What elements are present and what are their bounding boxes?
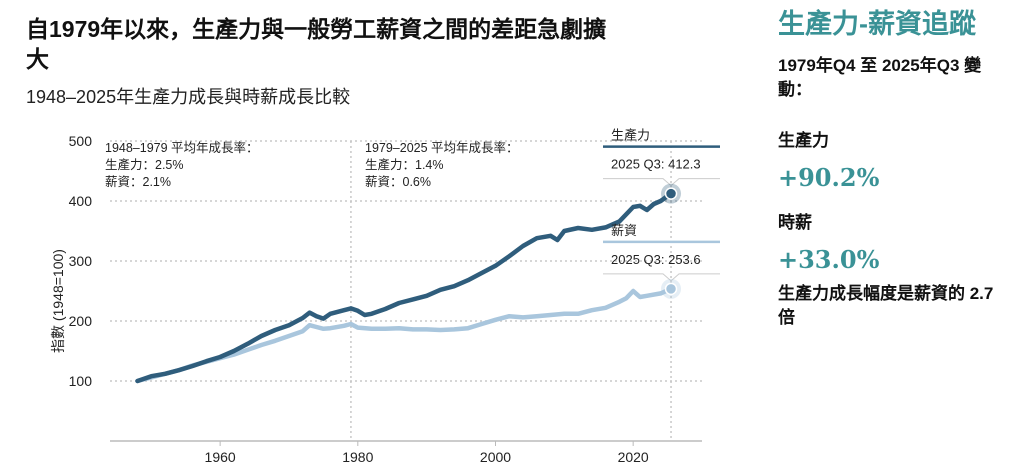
callout-value: 2025 Q3: 412.3 [611,157,701,172]
line-chart: 100 200 300 400 500 1960 1980 2000 2020 指數 (194… [50,128,720,465]
x-tick-label: 1980 [342,449,373,465]
wage-line [135,286,674,384]
callout-pointer [603,178,720,187]
x-axis: 1960 1980 2000 2020 [110,440,702,465]
annotation-text: 生產力：2.5% [105,157,184,172]
annotation-text: 1948–1979 平均年成長率： [105,140,259,155]
x-tick-label: 2020 [618,449,649,465]
endpoint-marker [664,282,678,296]
y-tick-labels: 100 200 300 400 500 [69,133,93,389]
sidebar-period: 1979年Q4 至 2025年Q3 變動： [778,56,982,99]
x-tick-label: 2000 [480,449,511,465]
annotation-text: 薪資：0.6% [365,175,431,189]
productivity-label: 生產力 [778,131,829,150]
wage-change: +33.0% [778,245,880,274]
page-subtitle: 1948–2025年生產力成長與時薪成長比較 [26,87,351,107]
ratio-note: 生產力成長幅度是薪資的 2.7倍 [778,284,994,327]
annotation-text: 薪資：2.1% [105,175,171,189]
callout-label: 生產力 [611,128,650,143]
endpoint-marker [664,187,678,200]
page-title: 自1979年以來，生產力與一般勞工薪資之間的差距急劇擴大 [26,16,607,72]
annotations: 1948–1979 平均年成長率： 生產力：2.5% 薪資：2.1% 1979–202… [105,140,519,189]
callouts: 生產力 2025 Q3: 412.3 薪資 2025 Q3: 253.6 [603,128,720,299]
y-tick-label: 100 [69,373,93,389]
sidebar-title: 生產力-薪資追蹤 [778,9,976,39]
annotation-text: 1979–2025 平均年成長率： [365,140,519,155]
productivity-change: +90.2% [778,163,880,192]
annotation-text: 生產力：1.4% [365,157,444,172]
sidebar: 生產力-薪資追蹤 1979年Q4 至 2025年Q3 變動： 生產力 +90.2… [778,6,1008,330]
y-tick-label: 400 [69,193,93,209]
y-tick-label: 500 [69,133,93,149]
y-axis-label: 指數 (1948=100) [50,249,66,353]
y-tick-label: 300 [69,253,93,269]
x-tick-label: 1960 [205,449,236,465]
callout-pointer [603,273,720,282]
productivity-line [135,191,674,384]
y-tick-label: 200 [69,313,93,329]
callout-label: 薪資 [611,223,637,238]
wage-label: 時薪 [778,213,812,232]
series-lines [135,191,674,384]
callout-value: 2025 Q3: 253.6 [611,252,701,267]
